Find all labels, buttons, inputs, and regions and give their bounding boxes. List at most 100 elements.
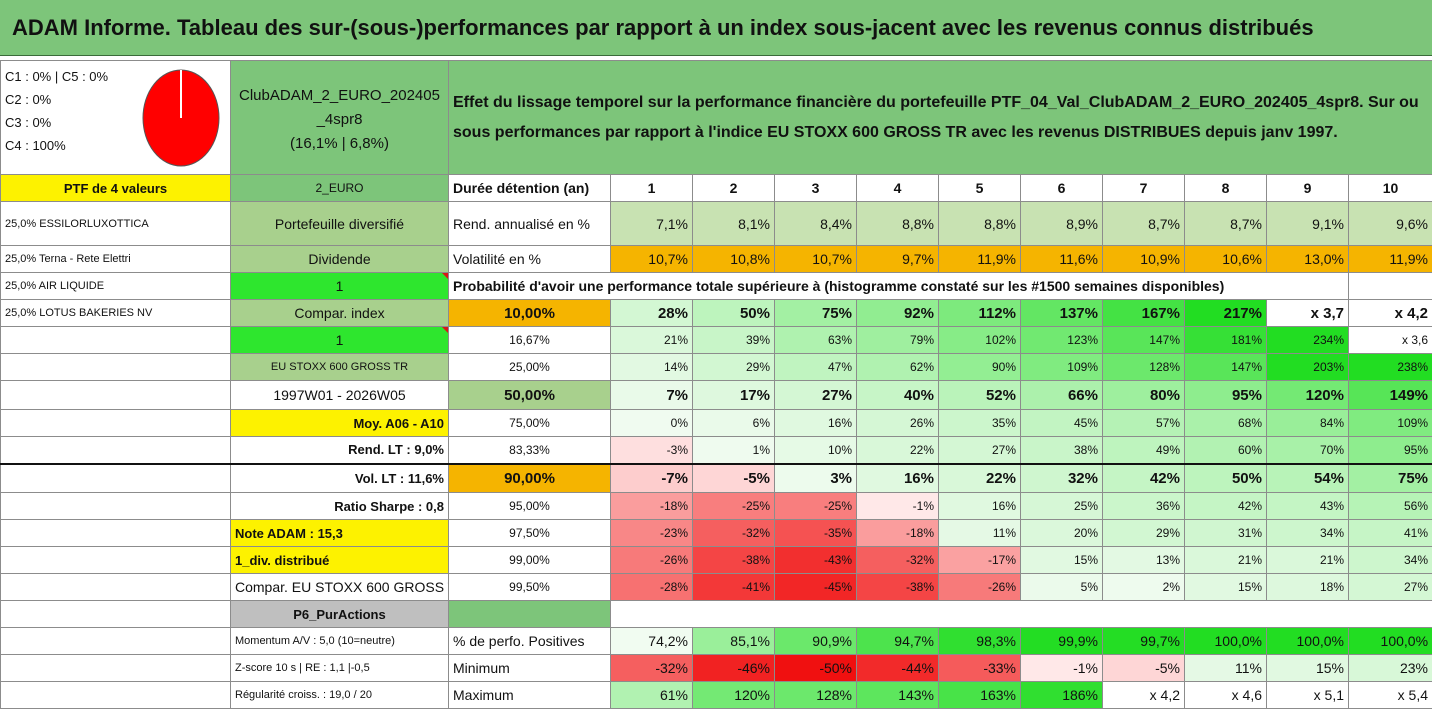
quantile-value: 45% xyxy=(1020,409,1103,437)
pos-value: 100,0% xyxy=(1266,627,1349,655)
vol-value: 11,9% xyxy=(938,245,1021,273)
min-value: -44% xyxy=(856,654,939,682)
moy-a06-a10: Moy. A06 - A10 xyxy=(230,409,449,437)
quantile-value: 41% xyxy=(1347,519,1432,547)
empty-cell xyxy=(0,519,231,547)
quantile-value: 50% xyxy=(692,299,775,327)
quantile-percent: 10,00% xyxy=(448,299,611,327)
pos-value: 94,7% xyxy=(856,627,939,655)
quantile-value: 128% xyxy=(1102,353,1185,381)
quantile-value: 29% xyxy=(1102,519,1185,547)
empty-cell xyxy=(0,409,231,437)
quantile-value: 137% xyxy=(1020,299,1103,327)
year-header: 2 xyxy=(692,174,775,202)
quantile-value: -38% xyxy=(856,573,939,601)
allocation-legend: C1 : 0% | C5 : 0% C2 : 0% C3 : 0% C4 : 1… xyxy=(5,65,108,157)
year-header: 3 xyxy=(774,174,857,202)
year-header: 9 xyxy=(1266,174,1349,202)
quantile-value: 16% xyxy=(774,409,857,437)
rend-lt: Rend. LT : 9,0% xyxy=(230,436,449,464)
quantile-value: 84% xyxy=(1266,409,1349,437)
quantile-value: 27% xyxy=(938,436,1021,464)
vol-value: 13,0% xyxy=(1266,245,1349,273)
min-value: 15% xyxy=(1266,654,1349,682)
max-label: Maximum xyxy=(448,681,611,709)
max-value: 120% xyxy=(692,681,775,709)
min-value: -46% xyxy=(692,654,775,682)
quantile-value: 56% xyxy=(1347,492,1432,520)
vol-label: Volatilité en % xyxy=(448,245,611,273)
empty-cell xyxy=(0,600,231,628)
quantile-value: 109% xyxy=(1347,409,1432,437)
empty-cell xyxy=(0,627,231,655)
quantile-value: 40% xyxy=(856,380,939,410)
quantile-percent: 50,00% xyxy=(448,380,611,410)
year-header: 7 xyxy=(1102,174,1185,202)
quantile-value: 147% xyxy=(1184,353,1267,381)
p6-puractions: P6_PurActions xyxy=(230,600,449,628)
label-diversified: Portefeuille diversifié xyxy=(230,201,449,246)
empty-cell xyxy=(0,546,231,574)
min-label: Minimum xyxy=(448,654,611,682)
quantile-value: 109% xyxy=(1020,353,1103,381)
legend-line: C1 : 0% | C5 : 0% xyxy=(5,69,109,84)
quantile-value: -26% xyxy=(610,546,693,574)
max-value: 163% xyxy=(938,681,1021,709)
empty-cell xyxy=(0,436,231,464)
min-value: -32% xyxy=(610,654,693,682)
index-name: EU STOXX 600 GROSS TR xyxy=(230,353,449,381)
quantile-value: -5% xyxy=(692,462,775,493)
vol-value: 10,6% xyxy=(1184,245,1267,273)
period-range: 1997W01 - 2026W05 xyxy=(230,380,449,410)
quantile-value: 36% xyxy=(1102,492,1185,520)
quantile-value: 34% xyxy=(1266,519,1349,547)
quantile-value: 21% xyxy=(1184,546,1267,574)
dividend-flag[interactable]: 1 xyxy=(230,272,449,300)
quantile-value: x 3,7 xyxy=(1266,299,1349,327)
rend-value: 8,4% xyxy=(774,201,857,246)
rend-value: 9,6% xyxy=(1347,201,1432,246)
rend-value: 7,1% xyxy=(610,201,693,246)
quantile-value: 47% xyxy=(774,353,857,381)
quantile-value: 147% xyxy=(1102,326,1185,354)
quantile-value: 80% xyxy=(1102,380,1185,410)
quantile-value: 60% xyxy=(1184,436,1267,464)
quantile-percent: 90,00% xyxy=(448,462,611,493)
quantile-value: -25% xyxy=(774,492,857,520)
quantile-value: -38% xyxy=(692,546,775,574)
quantile-value: 217% xyxy=(1184,299,1267,327)
max-value: 61% xyxy=(610,681,693,709)
empty-cell xyxy=(1347,272,1432,300)
quantile-value: 149% xyxy=(1347,380,1432,410)
quantile-value: 21% xyxy=(610,326,693,354)
quantile-value: 0% xyxy=(610,409,693,437)
ptf-label: PTF de 4 valeurs xyxy=(0,174,231,202)
quantile-value: 22% xyxy=(938,462,1021,493)
empty-cell xyxy=(609,600,1432,628)
index-flag[interactable]: 1 xyxy=(230,326,449,354)
holding-3: 25,0% AIR LIQUIDE xyxy=(0,272,231,300)
quantile-value: 167% xyxy=(1102,299,1185,327)
rend-value: 8,7% xyxy=(1184,201,1267,246)
quantile-value: 14% xyxy=(610,353,693,381)
pos-label: % de perfo. Positives xyxy=(448,627,611,655)
vol-value: 9,7% xyxy=(856,245,939,273)
quantile-value: -1% xyxy=(856,492,939,520)
quantile-value: 26% xyxy=(856,409,939,437)
empty-cell xyxy=(0,681,231,709)
rend-value: 8,9% xyxy=(1020,201,1103,246)
min-value: -5% xyxy=(1102,654,1185,682)
pos-value: 90,9% xyxy=(774,627,857,655)
quantile-value: 3% xyxy=(774,462,857,493)
quantile-value: 238% xyxy=(1347,353,1432,381)
rend-value: 8,7% xyxy=(1102,201,1185,246)
empty-cell xyxy=(0,326,231,354)
quantile-value: 52% xyxy=(938,380,1021,410)
empty-cell xyxy=(0,573,231,601)
year-header: 8 xyxy=(1184,174,1267,202)
empty-cell xyxy=(0,492,231,520)
quantile-value: 27% xyxy=(1347,573,1432,601)
year-header: 6 xyxy=(1020,174,1103,202)
quantile-value: -18% xyxy=(610,492,693,520)
quantile-value: 62% xyxy=(856,353,939,381)
